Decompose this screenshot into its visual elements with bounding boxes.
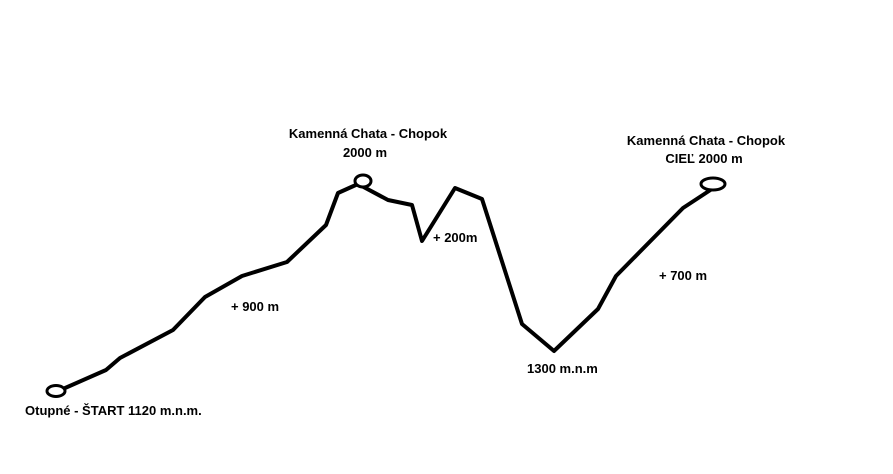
start-marker xyxy=(45,384,67,398)
peak1-name-label: Kamenná Chata - Chopok xyxy=(289,126,448,141)
finish-marker xyxy=(699,176,727,192)
gain2-label: + 200m xyxy=(433,230,477,245)
finish-name-label: Kamenná Chata - Chopok xyxy=(627,133,786,148)
peak-marker xyxy=(353,173,373,189)
gain3-label: + 700 m xyxy=(659,268,707,283)
finish-altitude-label: CIEĽ 2000 m xyxy=(665,151,742,166)
gain1-label: + 900 m xyxy=(231,299,279,314)
elevation-profile-line xyxy=(54,182,717,394)
start-label: Otupné - ŠTART 1120 m.n.m. xyxy=(25,403,202,418)
valley-altitude-label: 1300 m.n.m xyxy=(527,361,598,376)
peak1-altitude-label: 2000 m xyxy=(343,145,387,160)
